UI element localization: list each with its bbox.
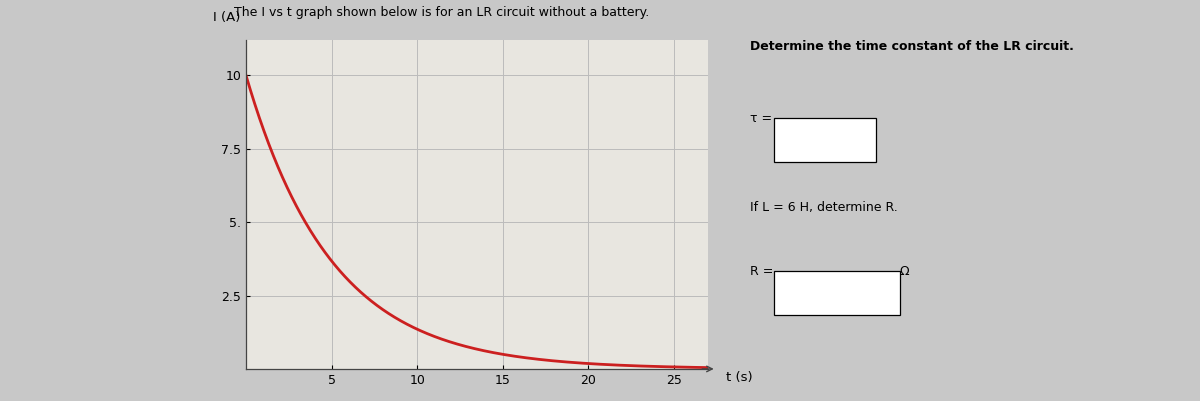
- Text: t (s): t (s): [726, 371, 752, 384]
- Text: If L = 6 H, determine R.: If L = 6 H, determine R.: [750, 200, 898, 213]
- Text: Ω: Ω: [900, 265, 910, 277]
- Text: The I vs t graph shown below is for an LR circuit without a battery.: The I vs t graph shown below is for an L…: [234, 6, 649, 19]
- Text: Determine the time constant of the LR circuit.: Determine the time constant of the LR ci…: [750, 40, 1074, 53]
- Text: R =: R =: [750, 265, 773, 277]
- Text: I (A): I (A): [212, 11, 240, 24]
- Text: τ =: τ =: [750, 112, 772, 125]
